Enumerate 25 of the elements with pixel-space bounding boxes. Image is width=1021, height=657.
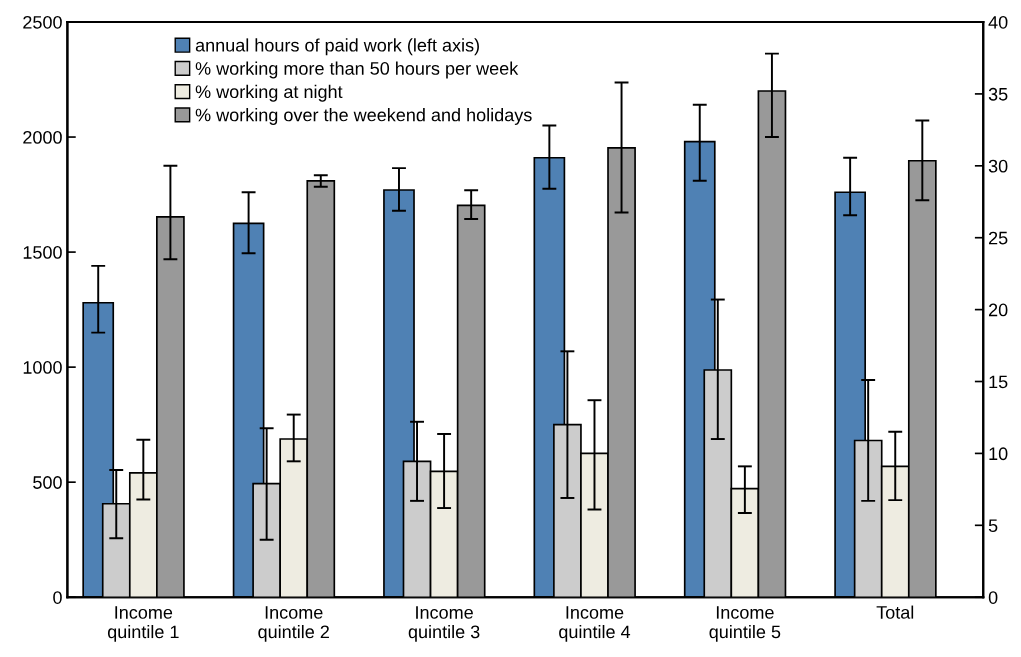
y2-tick-label: 20	[988, 303, 1008, 317]
y-tick-label: 500	[33, 476, 62, 489]
y-tick-label: 2000	[23, 130, 62, 144]
y-tick-label: 1000	[23, 361, 62, 374]
x-tick-label: Income quintile 3	[408, 606, 480, 642]
y2-tick-label: 0	[988, 591, 998, 604]
y2-tick-label: 35	[988, 87, 1008, 101]
y2-tick-label: 10	[989, 447, 1008, 461]
y-tick-label: 1500	[23, 246, 62, 259]
x-tick-label: Income quintile 1	[107, 606, 179, 642]
y-tick-label: 2500	[23, 15, 62, 29]
y2-tick-label: 40	[988, 15, 1008, 29]
legend-label: % working at night	[195, 84, 343, 102]
legend-label: % working over the weekend and holidays	[195, 108, 532, 125]
legend-label: annual hours of paid work (left axis)	[195, 38, 479, 56]
y2-tick-label: 5	[988, 519, 998, 533]
y2-tick-label: 30	[988, 159, 1008, 173]
x-tick-label: Income quintile 2	[258, 606, 329, 642]
x-tick-label: Income quintile 5	[709, 606, 781, 642]
y2-tick-label: 25	[988, 231, 1008, 245]
x-tick-label: Total	[876, 605, 914, 619]
x-tick-label: Income quintile 4	[559, 606, 631, 642]
y2-tick-label: 15	[989, 375, 1008, 389]
legend-label: % working more than 50 hours per week	[195, 61, 519, 79]
y-tick-label: 0	[53, 591, 62, 604]
